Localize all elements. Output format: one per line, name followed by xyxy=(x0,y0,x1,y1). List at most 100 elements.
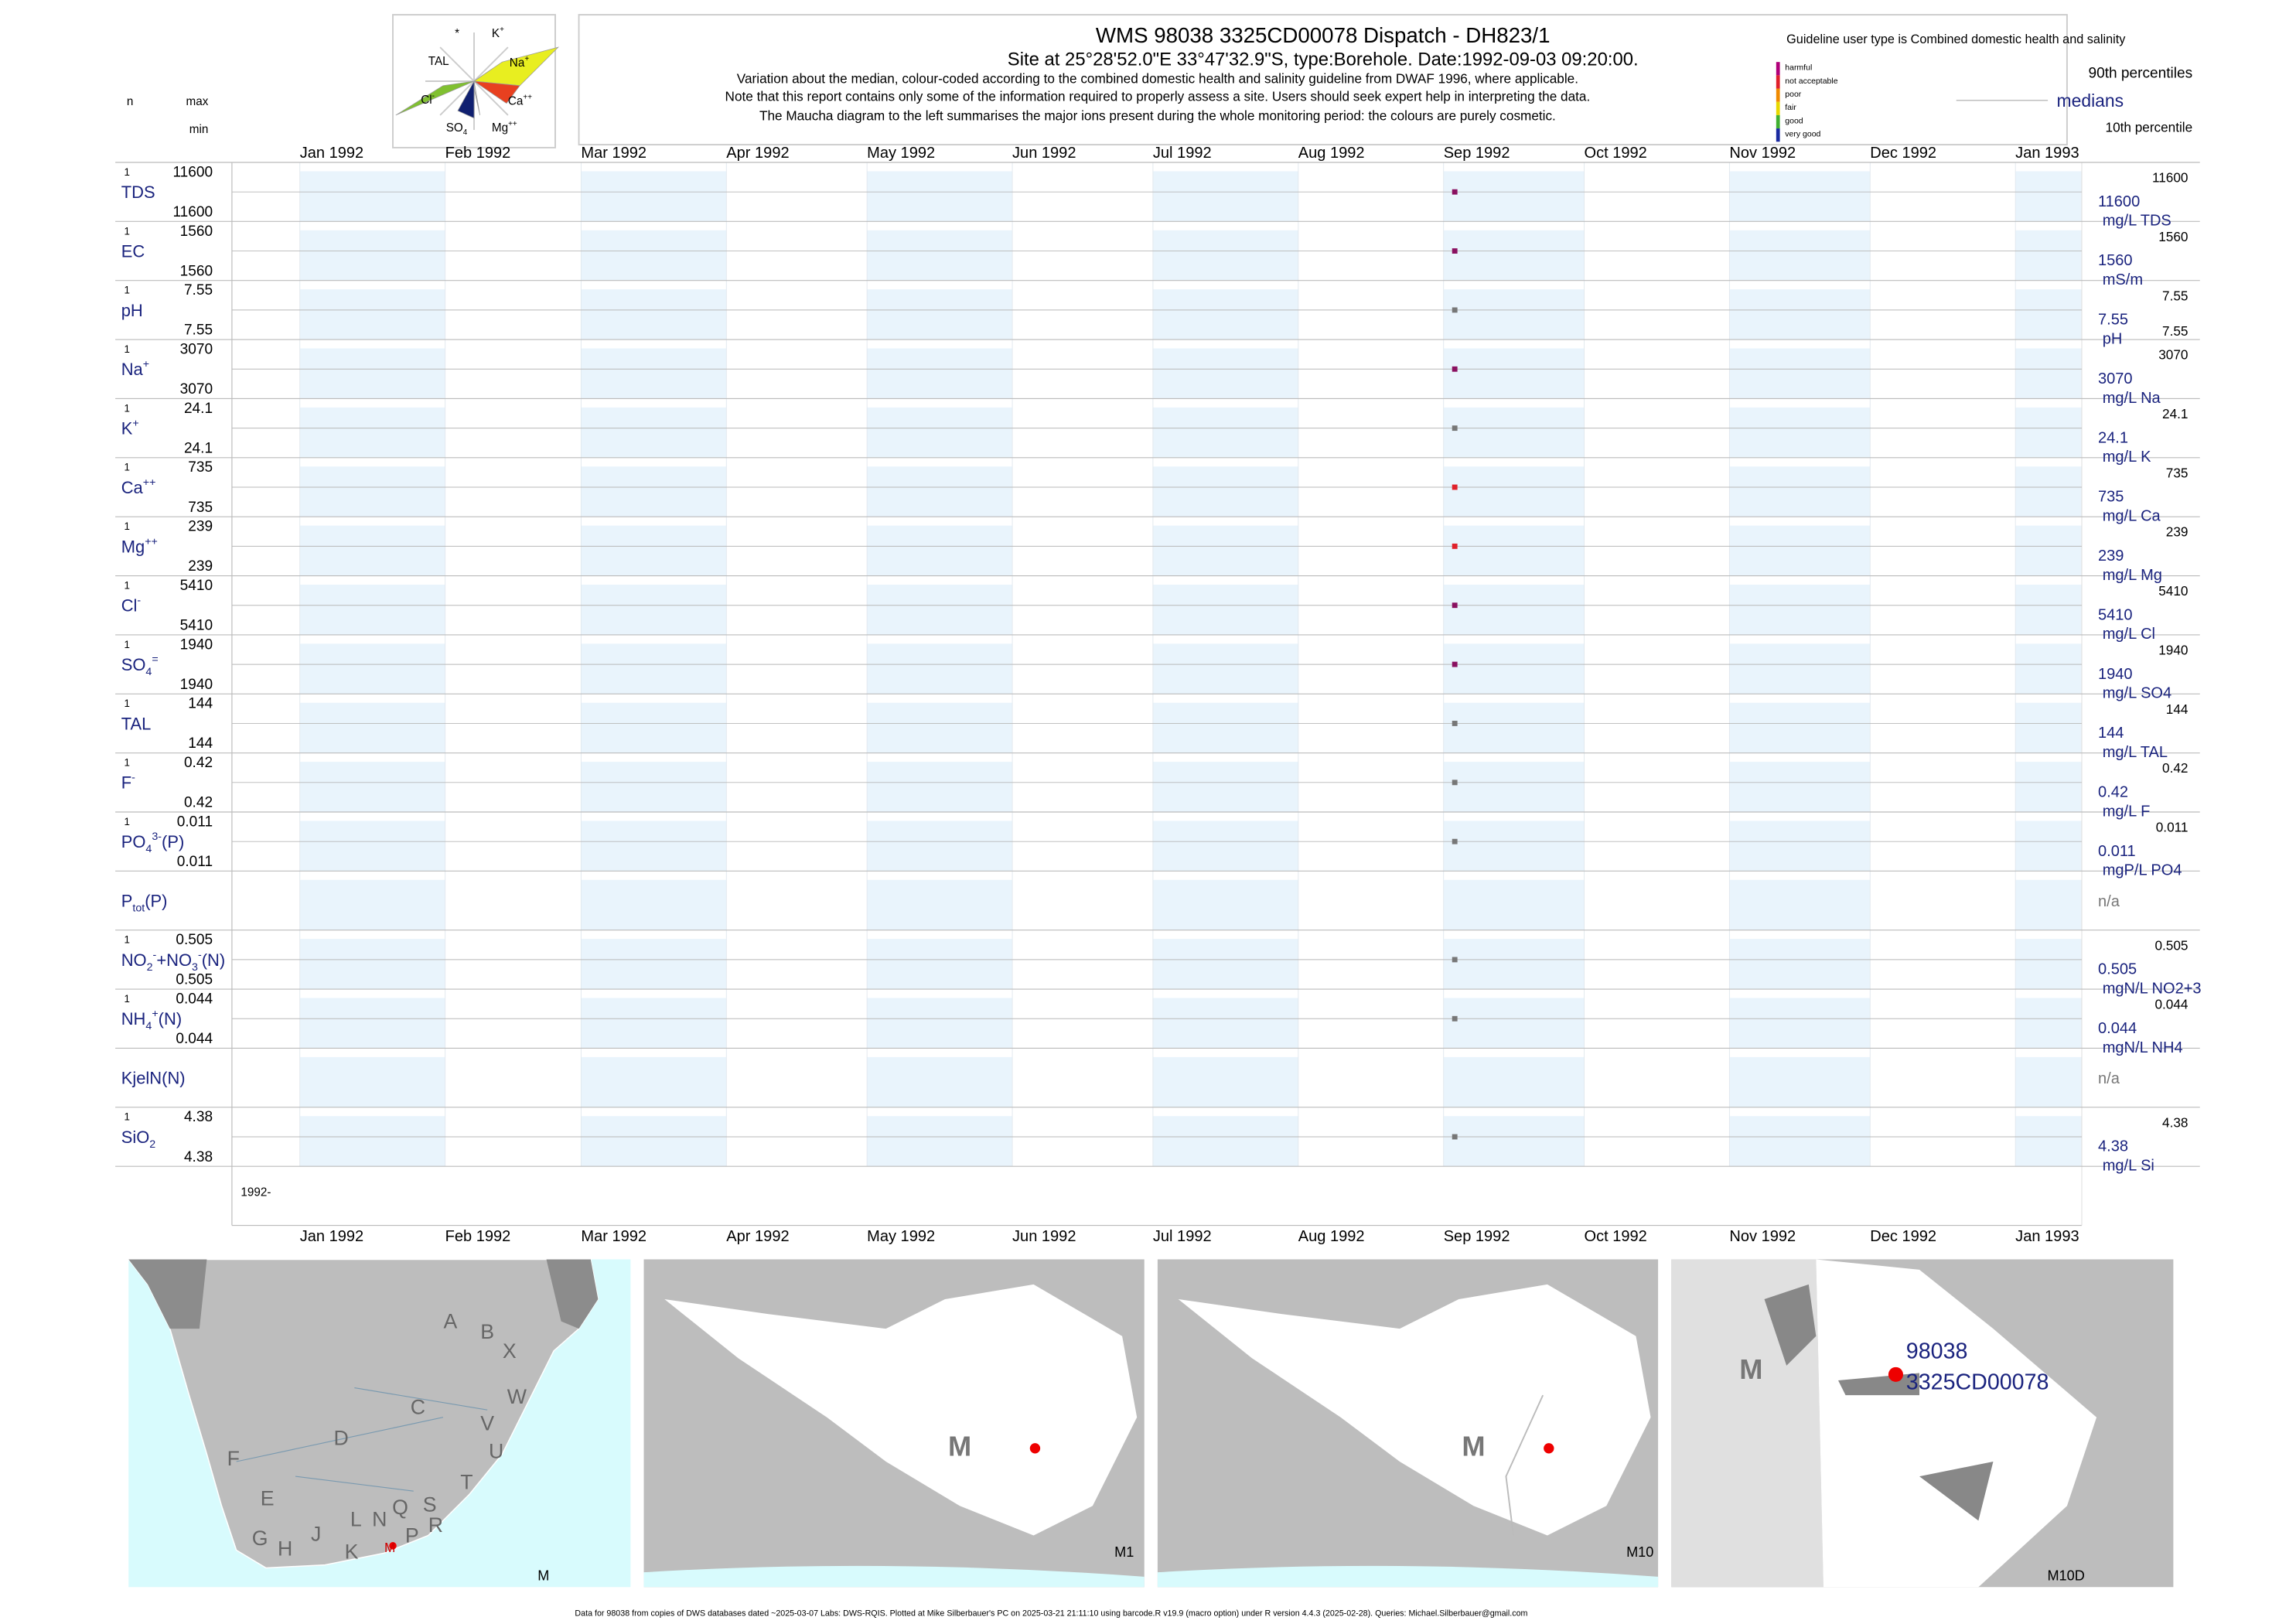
region-label: P xyxy=(405,1523,419,1547)
month-label: Oct 1992 xyxy=(1585,145,1647,162)
month-band xyxy=(581,585,727,635)
parameter-label: NO2-+NO3-(N) xyxy=(121,949,226,974)
median-value: 0.044 xyxy=(2098,1020,2137,1037)
month-band xyxy=(1152,466,1298,517)
unit: mgN/L NO2+3 xyxy=(2103,980,2202,997)
month-band xyxy=(1152,407,1298,458)
month-label: Oct 1992 xyxy=(1585,1228,1647,1245)
month-band xyxy=(299,230,445,281)
n-count: 1 xyxy=(125,520,130,532)
label-part: TAL xyxy=(121,714,152,733)
median-value: 239 xyxy=(2098,548,2124,565)
unit: mgP/L PO4 xyxy=(2103,862,2182,879)
month-label: May 1992 xyxy=(867,1228,935,1245)
label-part: ++ xyxy=(523,94,532,102)
month-band xyxy=(581,1116,727,1167)
month-band xyxy=(867,939,1013,990)
unit: mg/L Na xyxy=(2103,390,2161,407)
median-value: 1940 xyxy=(2098,666,2133,683)
region-label: W xyxy=(507,1385,527,1408)
month-band xyxy=(1443,643,1585,694)
min-value: 5410 xyxy=(180,618,213,634)
label-part: tot xyxy=(132,902,145,914)
max-value: 0.505 xyxy=(176,932,213,948)
unit: pH xyxy=(2103,330,2123,347)
parameter-label: KjelN(N) xyxy=(121,1068,186,1087)
label-part: PO xyxy=(121,832,146,851)
right-max: 4.38 xyxy=(2162,1114,2188,1130)
month-band xyxy=(2015,643,2082,694)
label-part: Na xyxy=(510,56,525,70)
month-band xyxy=(581,762,727,812)
month-band xyxy=(1443,1116,1585,1167)
month-band xyxy=(867,466,1013,517)
unit: mg/L Mg xyxy=(2103,567,2162,584)
unit: mg/L F xyxy=(2103,803,2151,820)
right-max: 1940 xyxy=(2158,642,2188,657)
month-band xyxy=(299,289,445,340)
map-site xyxy=(1029,1443,1041,1454)
region-label: C xyxy=(411,1395,425,1418)
unit: mg/L K xyxy=(2103,449,2151,466)
month-band xyxy=(581,230,727,281)
month-band xyxy=(1152,998,1298,1049)
maucha-label: K+ xyxy=(492,26,504,40)
month-band xyxy=(2015,821,2082,872)
max-value: 735 xyxy=(188,459,213,476)
month-band xyxy=(581,171,727,222)
month-band xyxy=(1729,230,1871,281)
region-label: E xyxy=(261,1487,275,1510)
right-max: 0.42 xyxy=(2162,760,2188,776)
label-part: F xyxy=(121,773,131,793)
parameter-label: TAL xyxy=(121,714,152,733)
parameter-label: K+ xyxy=(121,417,139,438)
month-band xyxy=(1729,879,1871,930)
maucha-label: Mg++ xyxy=(492,120,517,135)
maps: A BXW C VU D F T E SQ L N RP G JH K M M M1 M10 M10D M M M 98038… xyxy=(127,1258,2174,1588)
right-max: 3070 xyxy=(2158,347,2188,363)
month-band xyxy=(867,289,1013,340)
label-part: - xyxy=(153,949,157,961)
median-value: n/a xyxy=(2098,1070,2120,1087)
median-value: 1560 xyxy=(2098,252,2133,269)
parameter-label: Ptot(P) xyxy=(121,891,168,914)
legend-class: harmful xyxy=(1785,63,1812,73)
label-part: Mg xyxy=(492,121,508,135)
region-label: A xyxy=(444,1310,458,1333)
median-value: 4.38 xyxy=(2098,1138,2128,1155)
parameter-label: F- xyxy=(121,771,135,792)
month-band xyxy=(867,585,1013,635)
label-part: NH xyxy=(121,1009,146,1029)
right-max: 1560 xyxy=(2158,229,2188,244)
median-value: 24.1 xyxy=(2098,429,2128,446)
region-label: D xyxy=(334,1426,349,1449)
label-part: Cl xyxy=(121,595,138,615)
catchment-label: M xyxy=(948,1430,971,1462)
sample-point xyxy=(1452,366,1458,372)
n-count: 1 xyxy=(125,225,130,237)
month-label: Apr 1992 xyxy=(726,1228,789,1245)
sample-point xyxy=(1452,957,1458,963)
label-part: P xyxy=(121,891,133,910)
month-label: Sep 1992 xyxy=(1444,1228,1510,1245)
year-label: 1992- xyxy=(241,1186,271,1199)
parameter-label: Cl- xyxy=(121,594,142,615)
right-min: 7.55 xyxy=(2162,323,2188,339)
month-band xyxy=(2015,939,2082,990)
panel-label: M10D xyxy=(2047,1568,2084,1584)
max-value: 24.1 xyxy=(184,401,213,417)
map-rivers xyxy=(236,1387,488,1492)
right-max: 5410 xyxy=(2158,583,2188,599)
month-band xyxy=(2015,466,2082,517)
label-part: (P) xyxy=(162,832,184,851)
title-box xyxy=(578,14,2068,146)
right-max: 239 xyxy=(2166,524,2189,540)
n-count: 1 xyxy=(125,166,130,178)
legend-class: very good xyxy=(1785,130,1820,139)
label-part: - xyxy=(432,92,435,101)
legend-class: poor xyxy=(1785,90,1802,99)
month-band xyxy=(1152,821,1298,872)
month-band xyxy=(867,1056,1013,1107)
max-value: 7.55 xyxy=(184,282,213,299)
legend-classes: harmful not acceptable poor fair good very go… xyxy=(1776,62,1838,142)
